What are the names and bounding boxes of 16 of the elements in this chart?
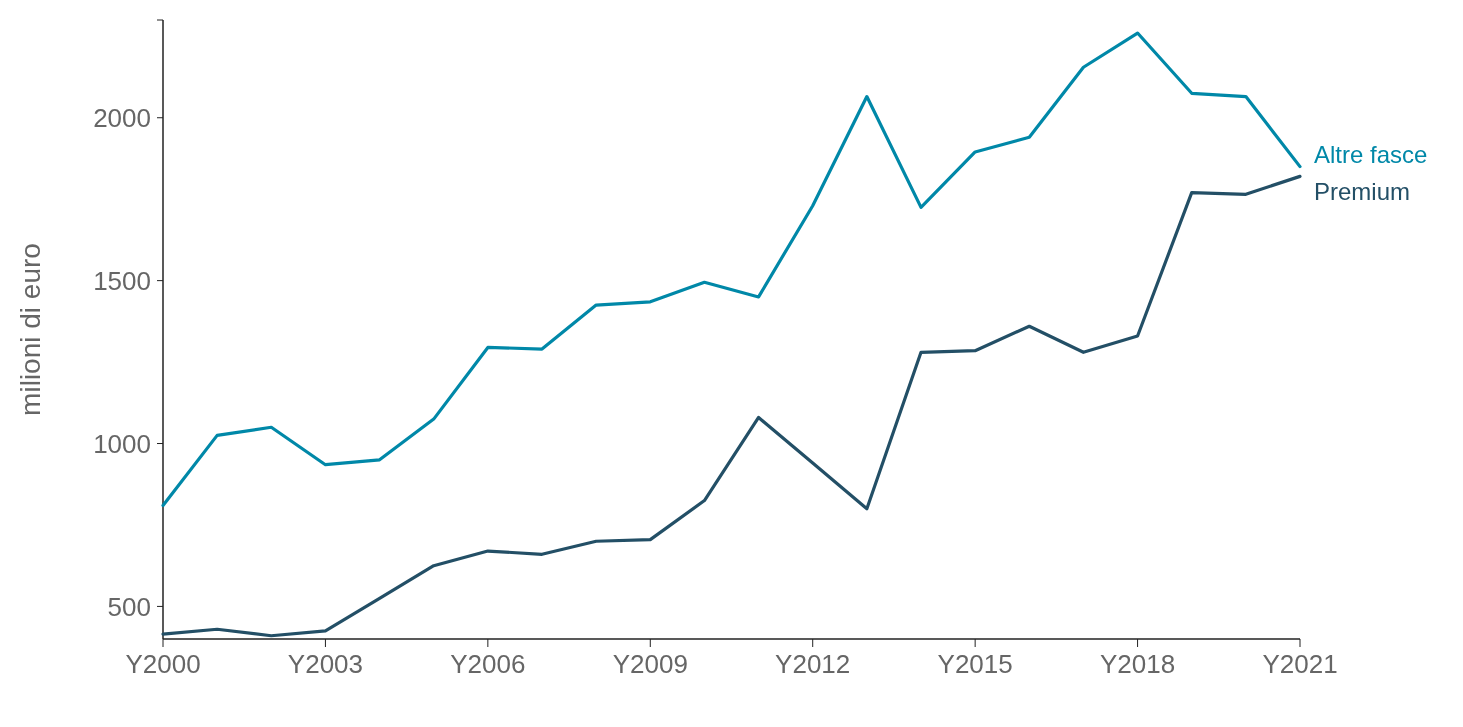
y-tick-label: 500 xyxy=(107,591,151,622)
x-tick-label: Y2006 xyxy=(450,649,526,679)
x-tick-label: Y2009 xyxy=(612,649,688,679)
y-tick-label: 2000 xyxy=(93,102,151,133)
x-tick-label: Y2000 xyxy=(125,649,201,679)
x-tick-label: Y2003 xyxy=(287,649,364,679)
x-tick-label: Y2018 xyxy=(1099,649,1176,679)
line-series xyxy=(161,31,1302,508)
y-tick-label: 1000 xyxy=(93,428,151,459)
x-tick-label: Y2015 xyxy=(937,649,1013,679)
x-tick-label: Y2021 xyxy=(1262,649,1338,679)
y-tick-label: 1500 xyxy=(93,265,151,296)
y-axis-title: milioni di euro xyxy=(15,243,46,416)
series-label: Altre fasce xyxy=(1314,140,1428,168)
series-label: Premium xyxy=(1314,178,1411,206)
x-tick-label: Y2012 xyxy=(775,649,851,679)
